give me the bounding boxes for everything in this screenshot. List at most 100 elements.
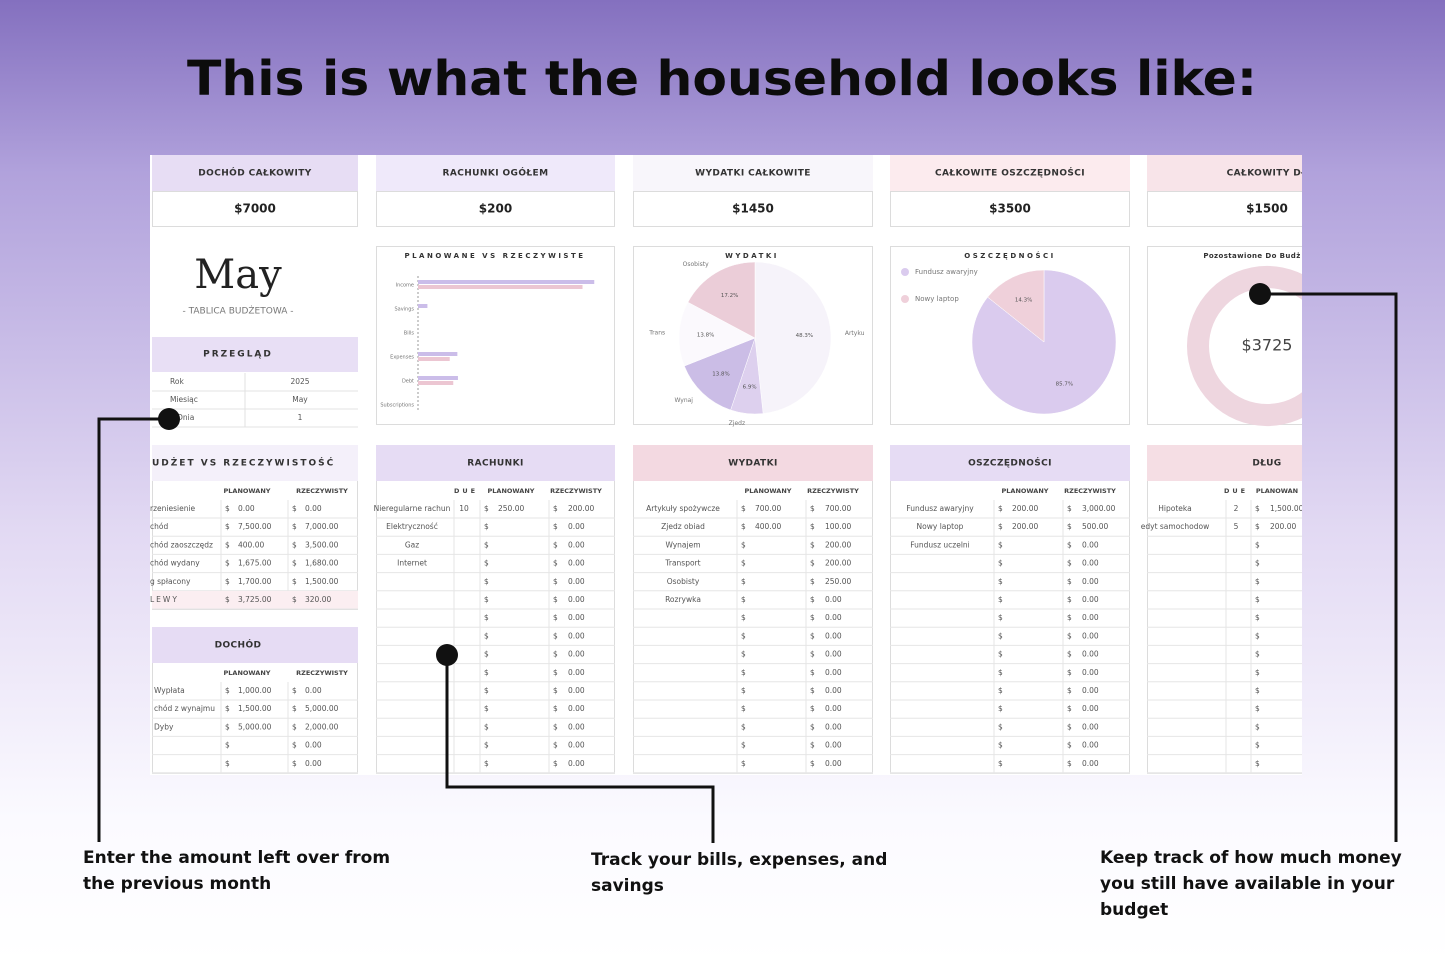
currency: $ <box>225 686 230 695</box>
currency: $ <box>484 650 489 659</box>
cell-value: 2 <box>1234 504 1239 513</box>
cell-value: 0.00 <box>568 613 585 622</box>
currency: $ <box>1255 504 1260 513</box>
currency: $ <box>810 668 815 677</box>
cell-value: 3,000.00 <box>1082 504 1116 513</box>
bar <box>418 280 595 284</box>
currency: $ <box>1255 668 1260 677</box>
bar <box>418 381 454 385</box>
cell-value: 200.00 <box>568 504 594 513</box>
cell-value: 5,000.00 <box>238 722 272 731</box>
overview-title: PRZEGLĄD <box>203 350 273 360</box>
cell-value: 0.00 <box>1082 559 1099 568</box>
currency: $ <box>810 595 815 604</box>
row-label: Wynajem <box>665 540 700 549</box>
cell-value: 0.00 <box>568 522 585 531</box>
card-body <box>376 191 615 227</box>
row-label: Dyby <box>154 722 174 731</box>
currency: $ <box>998 504 1003 513</box>
currency: $ <box>741 704 746 713</box>
row-label: Fundusz awaryjny <box>906 504 974 513</box>
cell-value: 320.00 <box>305 595 331 604</box>
cell-value: 0.00 <box>1082 741 1099 750</box>
currency: $ <box>1067 722 1072 731</box>
currency: $ <box>225 559 230 568</box>
currency: $ <box>1067 741 1072 750</box>
currency: $ <box>1067 559 1072 568</box>
table-header <box>376 445 615 481</box>
cell-value: 7,000.00 <box>305 522 339 531</box>
legend-label: Fundusz awaryjny <box>915 268 978 276</box>
cell-value: 0.00 <box>568 595 585 604</box>
card-label: RACHUNKI OGÓŁEM <box>443 167 549 179</box>
pie-value-label: 85.7% <box>1056 382 1073 388</box>
bar <box>418 376 458 380</box>
row-label: chód z wynajmu <box>154 704 215 713</box>
pie-slice <box>678 301 756 367</box>
currency: $ <box>741 577 746 586</box>
callout-dot <box>158 408 180 430</box>
currency: $ <box>1067 577 1072 586</box>
callout-text: budget <box>1100 900 1168 920</box>
currency: $ <box>998 650 1003 659</box>
cell-value: 0.00 <box>1082 759 1099 768</box>
cell-value: 0.00 <box>825 595 842 604</box>
card-label: DOCHÓD CAŁKOWITY <box>198 167 311 179</box>
currency: $ <box>484 686 489 695</box>
chart-panel <box>376 246 615 425</box>
chart-title: WYDATKI <box>725 252 779 260</box>
overview-header <box>152 337 358 372</box>
column-header: PLANOWANY <box>224 669 271 677</box>
callout-text: Enter the amount left over from <box>83 848 390 868</box>
currency: $ <box>484 613 489 622</box>
bar-category: Savings <box>394 307 414 313</box>
currency: $ <box>484 722 489 731</box>
cell-value: 0.00 <box>825 631 842 640</box>
currency: $ <box>553 741 558 750</box>
card-value: $7000 <box>234 202 276 216</box>
currency: $ <box>998 577 1003 586</box>
cell-value: 0.00 <box>825 650 842 659</box>
pie-value-label: 13.8% <box>697 333 714 339</box>
currency: $ <box>484 741 489 750</box>
currency: $ <box>484 559 489 568</box>
cell-value: 0.00 <box>825 759 842 768</box>
currency: $ <box>741 631 746 640</box>
pie-category: Artyku <box>845 330 865 337</box>
pie-category: Trans <box>648 330 665 337</box>
card-label: WYDATKI CAŁKOWITE <box>695 169 811 179</box>
currency: $ <box>225 722 230 731</box>
currency: $ <box>292 704 297 713</box>
cell-value: 0.00 <box>568 559 585 568</box>
row-label: Artykuły spożywcze <box>646 504 720 513</box>
pie-slice <box>684 337 756 411</box>
table-header <box>633 445 873 481</box>
currency: $ <box>292 522 297 531</box>
currency: $ <box>1067 595 1072 604</box>
table-title: UDŻET VS RZECZYWISTOŚĆ <box>152 457 335 469</box>
cell-value: 500.00 <box>1082 522 1108 531</box>
bar <box>418 352 458 356</box>
cell-value: 0.00 <box>1082 704 1099 713</box>
cell-value: 200.00 <box>1270 522 1296 531</box>
currency: $ <box>292 759 297 768</box>
row-label: edyt samochodow <box>1141 522 1210 531</box>
cell-value: 3,725.00 <box>238 595 272 604</box>
spreadsheet: DOCHÓD CAŁKOWITY $7000 RACHUNKI OGÓŁEM $200… <box>150 155 1302 775</box>
currency: $ <box>1067 668 1072 677</box>
currency: $ <box>225 540 230 549</box>
row-label: chód zaoszczędz <box>150 540 213 549</box>
currency: $ <box>292 504 297 513</box>
currency: $ <box>1255 631 1260 640</box>
currency: $ <box>1255 540 1260 549</box>
card-body <box>633 191 873 227</box>
currency: $ <box>292 741 297 750</box>
currency: $ <box>553 613 558 622</box>
row-label: Rozrywka <box>665 595 701 604</box>
currency: $ <box>484 704 489 713</box>
cell-value: 200.00 <box>1012 504 1038 513</box>
currency: $ <box>292 577 297 586</box>
cell-value: 1,675.00 <box>238 559 272 568</box>
currency: $ <box>810 759 815 768</box>
highlight-row <box>152 591 358 609</box>
